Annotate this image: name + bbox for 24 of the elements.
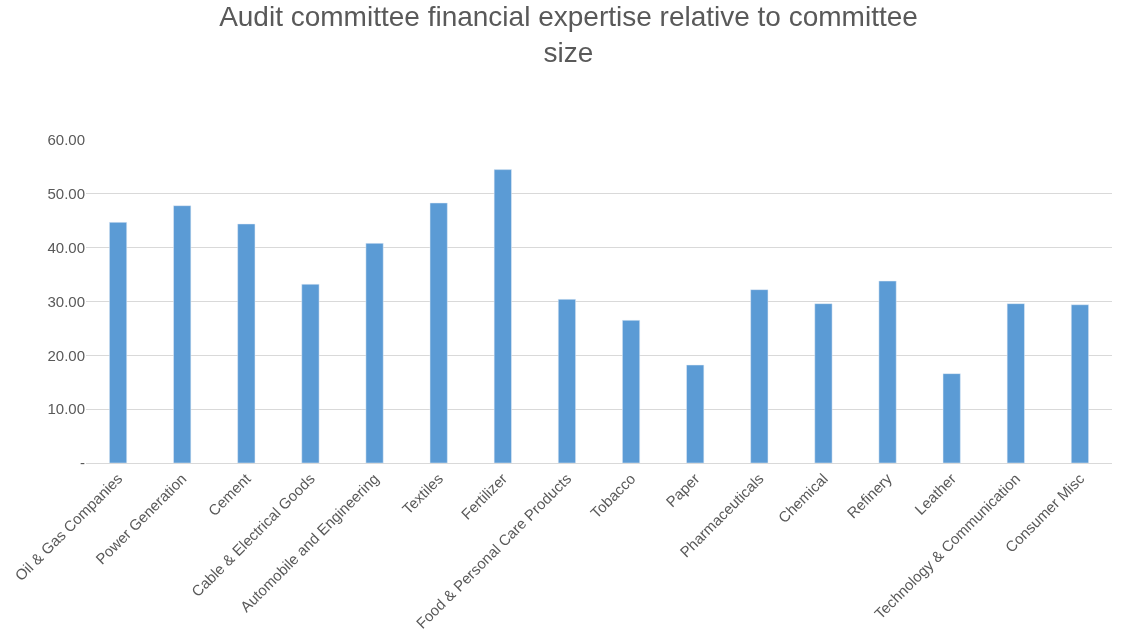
bar bbox=[878, 280, 897, 463]
bar bbox=[237, 223, 256, 463]
bar bbox=[622, 320, 640, 463]
bar bbox=[301, 284, 320, 463]
bar bbox=[558, 299, 576, 463]
y-tick-label: - bbox=[80, 454, 85, 472]
bar bbox=[109, 222, 127, 463]
bar bbox=[173, 205, 192, 463]
y-tick-label: 30.00 bbox=[47, 292, 85, 310]
y-tick-label: 10.00 bbox=[47, 400, 85, 418]
bar bbox=[1006, 303, 1025, 463]
bar bbox=[814, 303, 833, 463]
y-tick-label: 40.00 bbox=[47, 238, 85, 256]
bar bbox=[750, 289, 769, 463]
chart-title: Audit committee financial expertise relative to committee size bbox=[219, 0, 918, 69]
bar bbox=[942, 373, 961, 463]
y-tick-label: 60.00 bbox=[47, 131, 85, 149]
bar bbox=[429, 202, 448, 463]
bar bbox=[493, 169, 512, 463]
bar bbox=[686, 364, 705, 463]
y-tick-label: 20.00 bbox=[47, 346, 85, 364]
y-tick-label: 50.00 bbox=[47, 185, 85, 203]
bar bbox=[365, 243, 384, 463]
bar bbox=[1071, 304, 1089, 463]
